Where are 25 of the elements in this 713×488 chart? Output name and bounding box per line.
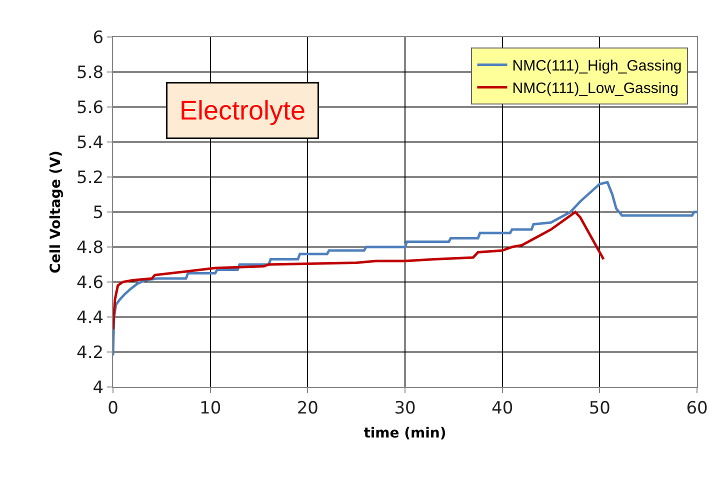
y-tick-label: 4.4 [76, 308, 104, 328]
line-series [113, 181, 697, 357]
x-tick-label: 40 [492, 398, 514, 418]
x-tick-label: 0 [108, 398, 118, 418]
y-tick-label: 5.8 [76, 62, 104, 83]
legend-label: NMC(111)_Low_Gassing [512, 80, 678, 98]
y-tick-label: 6 [92, 28, 104, 48]
y-tick-label: 4.8 [76, 238, 104, 258]
x-tick-label: 10 [200, 398, 222, 418]
x-tick-label: 20 [296, 398, 318, 418]
x-tick-label: 60 [686, 398, 708, 418]
y-tick-label: 5.2 [76, 168, 104, 188]
line-series [113, 210, 605, 330]
y-axis-title: Cell Voltage (V) [48, 150, 64, 274]
x-tick-label: 30 [394, 398, 416, 418]
x-tick-label: 50 [588, 398, 610, 418]
y-tick-label: 4 [92, 378, 104, 398]
y-tick-label: 4.6 [76, 272, 104, 293]
y-tick-label: 4.2 [76, 342, 104, 363]
x-axis-title: time (min) [364, 426, 446, 442]
legend-label: NMC(111)_High_Gassing [512, 58, 682, 75]
y-tick-label: 5.4 [76, 132, 104, 153]
annotation: Electrolyte [180, 96, 306, 126]
y-tick-label: 5 [92, 202, 104, 223]
y-tick-label: 5.6 [76, 98, 104, 118]
